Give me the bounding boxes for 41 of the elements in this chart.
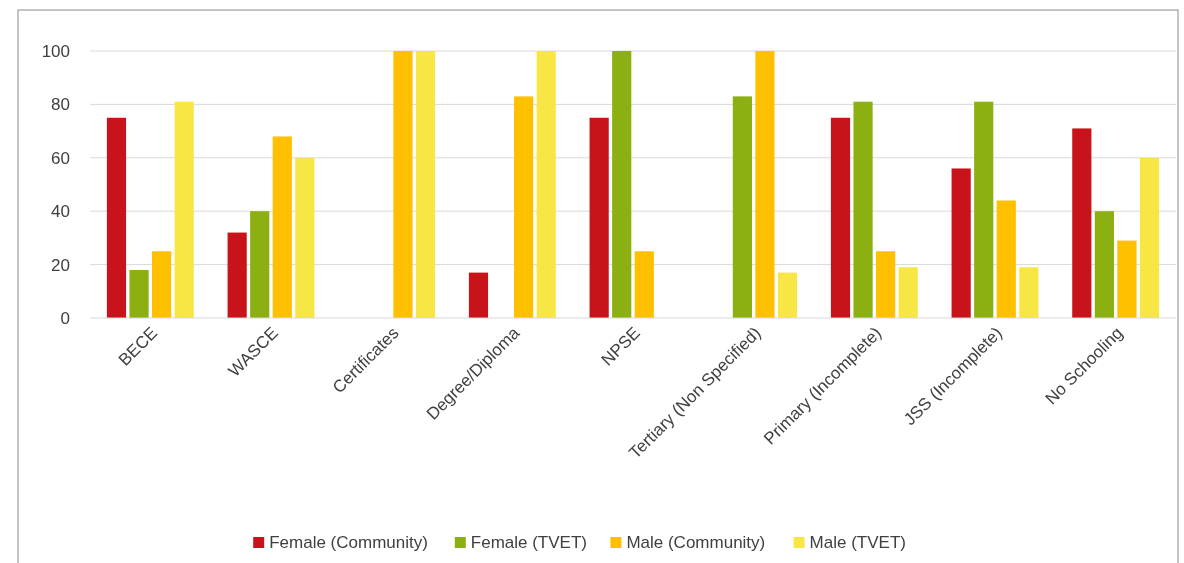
legend-label: Male (TVET) [809,533,906,552]
legend-label: Female (Community) [269,533,428,552]
y-tick-label: 40 [51,202,70,222]
bar [272,136,292,318]
bar [106,117,127,318]
bar [174,101,194,318]
bar [830,117,851,318]
bar [295,157,315,318]
bar [634,251,654,318]
bar [777,272,798,318]
y-tick-label: 80 [51,95,70,115]
bar [732,96,752,318]
y-tick-label: 60 [51,148,70,168]
legend-label: Male (Community) [626,533,766,552]
bar [514,96,534,318]
bar [227,232,247,318]
y-tick-label: 100 [41,41,70,61]
bar [853,101,873,318]
bar [1094,211,1114,318]
bar [1072,128,1092,318]
bar [1117,240,1137,318]
bar [974,101,994,318]
bar [589,117,609,318]
y-tick-label: 20 [51,255,70,275]
bar [152,251,172,318]
y-tick-label: 0 [60,308,70,328]
bar [898,267,918,318]
bar [951,168,971,318]
bar [536,51,556,318]
bar [1139,157,1160,318]
bar [612,51,632,318]
bar [996,200,1016,318]
bar [129,269,149,318]
bar [755,51,775,318]
bar [1019,267,1039,318]
legend-label: Female (TVET) [470,533,587,552]
bar [876,251,896,318]
bar [415,51,436,318]
bar [393,51,413,318]
bar [250,211,270,318]
bar [468,272,489,318]
